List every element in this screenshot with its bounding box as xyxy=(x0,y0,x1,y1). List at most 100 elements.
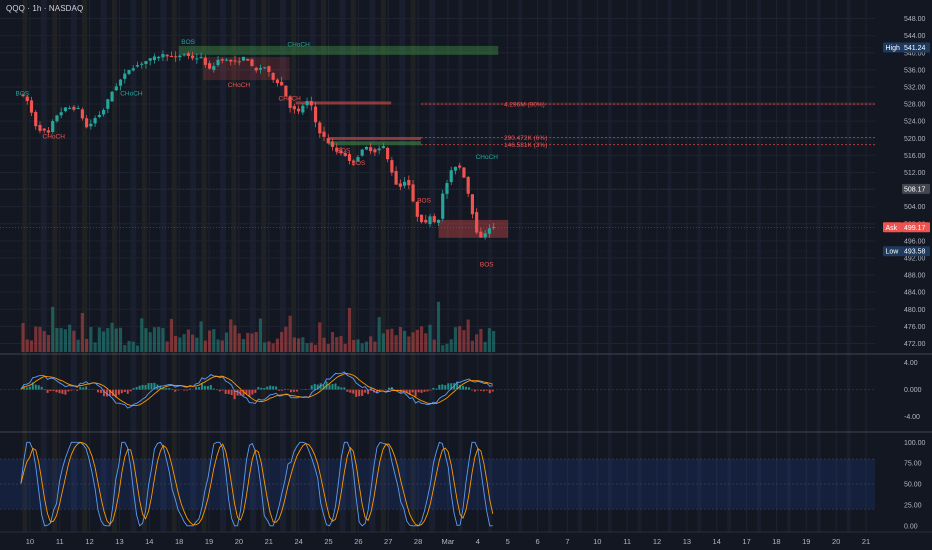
macd-histogram-bar xyxy=(245,389,248,395)
macd-histogram-bar xyxy=(355,389,358,397)
time-tick-label: 27 xyxy=(384,537,392,546)
volume-bar xyxy=(250,333,254,352)
supply-zone-upper xyxy=(203,57,290,81)
candle-body xyxy=(85,118,89,128)
candle-body xyxy=(34,111,38,127)
structure-label: CHoCH xyxy=(43,133,66,140)
candle-body xyxy=(335,147,339,152)
candle-body xyxy=(402,181,407,186)
volume-bar xyxy=(335,337,339,352)
macd-histogram-bar xyxy=(197,387,200,390)
candle-body xyxy=(131,68,135,71)
macd-histogram-bar xyxy=(206,386,209,390)
volume-bar xyxy=(475,334,479,352)
macd-histogram-bar xyxy=(168,387,171,390)
price-tick-label: 472.00 xyxy=(904,341,926,348)
macd-histogram-bar xyxy=(203,386,206,390)
afterhours-stripe xyxy=(309,0,316,532)
time-tick-label: 12 xyxy=(653,537,661,546)
macd-histogram-bar xyxy=(387,387,390,390)
time-tick-label: 20 xyxy=(235,537,243,546)
volume-bar xyxy=(445,343,449,352)
volume-bar xyxy=(101,331,106,352)
candle-body xyxy=(101,109,106,115)
macd-histogram-bar xyxy=(55,389,58,393)
macd-histogram-bar xyxy=(22,386,25,390)
level-label: 146.581K (3%) xyxy=(504,142,547,149)
macd-histogram-bar xyxy=(162,387,165,390)
macd-histogram-bar xyxy=(331,384,334,390)
candle-body xyxy=(326,138,330,144)
volume-bar xyxy=(415,329,419,352)
price-tags: High 541.24 508.17 Ask 499.17 Low 493.58 xyxy=(0,42,930,257)
candle-body xyxy=(263,67,267,69)
candle-body xyxy=(280,81,284,86)
volume-bar xyxy=(411,332,415,352)
candle-body xyxy=(182,54,186,56)
candle-body xyxy=(220,59,224,61)
macd-histogram-bar xyxy=(79,386,82,390)
macd-histogram-bar xyxy=(289,389,292,393)
stoch-k-line xyxy=(20,441,493,527)
candle-body xyxy=(411,184,415,202)
candle-body xyxy=(347,154,352,161)
structure-label: BOS xyxy=(417,197,431,204)
premarket-stripe xyxy=(201,0,207,532)
candle-body xyxy=(390,160,394,173)
volume-bar xyxy=(449,339,453,352)
candle-body xyxy=(305,101,309,106)
premarket-stripe xyxy=(350,0,356,532)
price-tick-label: 488.00 xyxy=(904,273,926,280)
supply-zone-528 xyxy=(295,101,392,105)
time-tick-label: 18 xyxy=(175,537,183,546)
afterhours-stripe xyxy=(339,0,346,532)
time-tick-label: 14 xyxy=(145,537,153,546)
macd-histogram-bar xyxy=(37,385,40,390)
volume-bar xyxy=(80,313,84,352)
candle-body xyxy=(157,56,161,59)
volume-bar xyxy=(199,321,203,352)
candle-body xyxy=(381,146,385,149)
volume-bar xyxy=(309,342,313,352)
future-stripe xyxy=(607,0,612,532)
volume-bar xyxy=(470,340,475,352)
time-tick-label: 18 xyxy=(772,537,780,546)
price-tag-value: 541.24 xyxy=(904,45,926,52)
macd-histogram-bar xyxy=(488,389,491,394)
afterhours-stripe xyxy=(160,0,167,532)
volume-bar xyxy=(373,341,377,352)
future-stripe xyxy=(547,0,552,532)
macd-histogram-bar xyxy=(242,389,245,396)
volume-bar xyxy=(63,329,68,352)
macd-histogram-bar xyxy=(340,387,343,390)
volume-bar xyxy=(284,326,288,352)
structure-label: CHoCH xyxy=(228,82,251,89)
macd-histogram-bar xyxy=(227,389,230,395)
volume-bar xyxy=(360,343,364,352)
macd-histogram-bar xyxy=(284,388,287,390)
volume-bar xyxy=(364,341,369,352)
structure-label: BOS xyxy=(351,160,365,167)
macd-histogram-bar xyxy=(254,389,257,393)
candle-body xyxy=(292,106,296,110)
candle-body xyxy=(322,131,326,137)
price-tag-box xyxy=(902,246,930,257)
stoch-tick-label: 25.00 xyxy=(904,502,922,509)
structure-label: CHoCH xyxy=(476,154,499,161)
macd-histogram-bar xyxy=(292,389,295,392)
volume-bar xyxy=(246,332,250,352)
future-stripe xyxy=(458,0,463,532)
candle-body xyxy=(458,165,462,168)
candle-body xyxy=(152,56,157,61)
time-tick-label: 13 xyxy=(115,537,123,546)
volume-bar xyxy=(377,317,381,352)
candle-body xyxy=(229,59,233,62)
macd-histogram-bar xyxy=(120,389,123,394)
level-label: 290.472K (6%) xyxy=(504,135,547,142)
volume-bar xyxy=(165,341,169,352)
volume-bar xyxy=(492,330,496,352)
volume-bar xyxy=(419,326,424,352)
macd-histogram-bar xyxy=(473,389,476,392)
candle-body xyxy=(178,55,182,58)
